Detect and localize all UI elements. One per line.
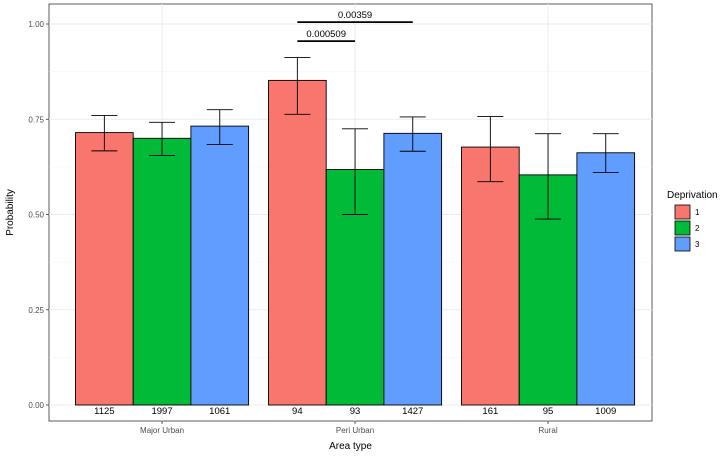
count-label: 1427 — [402, 406, 423, 417]
count-label: 1009 — [595, 406, 616, 417]
x-axis-title: Area type — [329, 441, 372, 452]
legend-key — [674, 220, 691, 236]
significance-brackets: 0.000509 0.00359 — [297, 10, 413, 43]
y-tick-label: 0.00 — [28, 401, 44, 410]
legend-label: 2 — [695, 224, 700, 233]
count-labels: 1125 1997 1061 94 93 1427 161 95 1009 — [94, 406, 616, 417]
legend-label: 3 — [695, 240, 700, 249]
count-label: 95 — [543, 406, 554, 417]
count-label: 1125 — [94, 406, 114, 417]
y-tick-label: 0.50 — [28, 211, 44, 220]
count-label: 1061 — [209, 406, 230, 417]
count-label: 161 — [482, 406, 498, 417]
bar — [190, 125, 250, 406]
legend-label: 1 — [695, 208, 700, 217]
y-tick-label: 0.25 — [28, 306, 44, 315]
bar — [461, 146, 520, 406]
legend-key — [674, 204, 691, 220]
count-label: 1997 — [151, 406, 172, 417]
bar — [383, 132, 443, 406]
x-tick-label: Peri Urban — [336, 426, 374, 435]
x-tick-label: Rural — [538, 426, 557, 435]
bar — [132, 137, 192, 406]
significance-label: 0.00359 — [338, 10, 372, 21]
bar — [576, 152, 636, 406]
panel-border — [48, 3, 653, 422]
plot-area: 1125 1997 1061 94 93 1427 161 95 1009 0.0005090.… — [48, 3, 653, 422]
count-label: 94 — [292, 406, 303, 417]
legend-title: Deprivation — [667, 190, 718, 201]
bars — [75, 79, 636, 406]
x-axis: Major Urban Peri Urban Rural — [140, 421, 558, 435]
legend: Deprivation 1 2 3 — [667, 190, 718, 252]
bar — [268, 79, 327, 406]
significance-label: 0.000509 — [306, 29, 346, 40]
y-tick-label: 0.75 — [28, 115, 44, 124]
y-axis-title: Probability — [5, 189, 16, 236]
y-axis: 0.00 0.25 0.50 0.75 1.00 — [28, 20, 49, 410]
count-label: 93 — [350, 406, 361, 417]
legend-key — [674, 236, 691, 252]
y-tick-label: 1.00 — [28, 20, 44, 29]
bar — [75, 132, 134, 406]
error-bars — [91, 57, 619, 220]
x-tick-label: Major Urban — [140, 426, 184, 435]
